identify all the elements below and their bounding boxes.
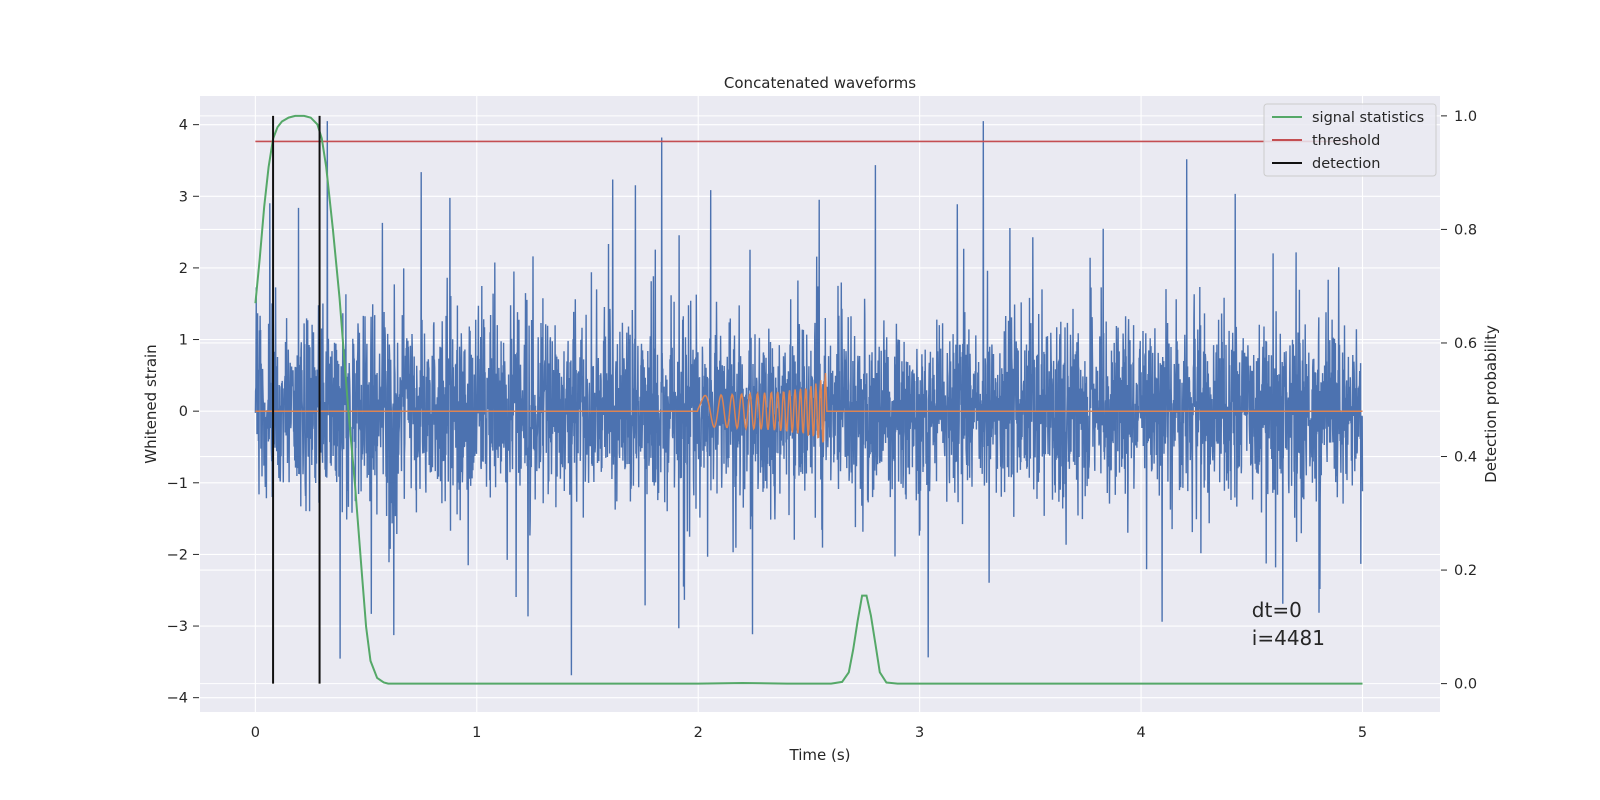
- series-noise: [254, 121, 1364, 676]
- y-tick-label: 2: [179, 261, 188, 277]
- y2-tick-label: 1.0: [1454, 109, 1477, 125]
- y-tick-label: 1: [179, 333, 188, 349]
- y2-tick-label: 0.6: [1454, 336, 1477, 352]
- legend-label-threshold: threshold: [1312, 133, 1380, 149]
- series-signal-statistics: [254, 114, 1363, 685]
- x-tick-label: 2: [694, 725, 703, 741]
- series-injected-waveform: [255, 372, 1363, 443]
- y-tick-label: −4: [167, 691, 188, 707]
- x-tick-label: 4: [1136, 725, 1145, 741]
- annotation: dt=0 i=4481: [1252, 598, 1325, 650]
- y2-tick-label: 0.2: [1454, 563, 1477, 579]
- chart-title: Concatenated waveforms: [724, 74, 916, 92]
- y2-tick-label: 0.8: [1454, 222, 1477, 238]
- legend-label-signal-statistics: signal statistics: [1312, 110, 1424, 126]
- annotation-index: i=4481: [1252, 626, 1325, 650]
- legend-box: [1263, 103, 1437, 177]
- x-tick-label: 0: [251, 725, 260, 741]
- y2-axis-label: Detection probability: [1482, 325, 1500, 483]
- y-axis-label: Whitened strain: [142, 344, 160, 463]
- x-tick-label: 5: [1358, 725, 1367, 741]
- tick-labels: 0 1 2 3 4 5 −4 −3 −2 −1 0 1 2 3 4 0.0 0.2 0.4 0.6 0.8 1.0: [167, 109, 1477, 741]
- y2-tick-label: 0.0: [1454, 677, 1477, 693]
- y-tick-label: −1: [167, 476, 188, 492]
- y-tick-label: −3: [167, 619, 188, 635]
- series: [254, 114, 1364, 685]
- y-tick-label: 3: [179, 189, 188, 205]
- y-tick-label: 4: [179, 118, 188, 134]
- x-axis-label: Time (s): [789, 746, 851, 764]
- annotation-dt: dt=0: [1252, 598, 1302, 622]
- y-tick-label: 0: [179, 404, 188, 420]
- x-tick-label: 1: [472, 725, 481, 741]
- y-tick-label: −2: [167, 547, 188, 563]
- legend: signal statistics threshold detection: [1263, 103, 1437, 177]
- y2-tick-label: 0.4: [1454, 450, 1477, 466]
- legend-label-detection: detection: [1312, 156, 1380, 172]
- x-tick-label: 3: [915, 725, 924, 741]
